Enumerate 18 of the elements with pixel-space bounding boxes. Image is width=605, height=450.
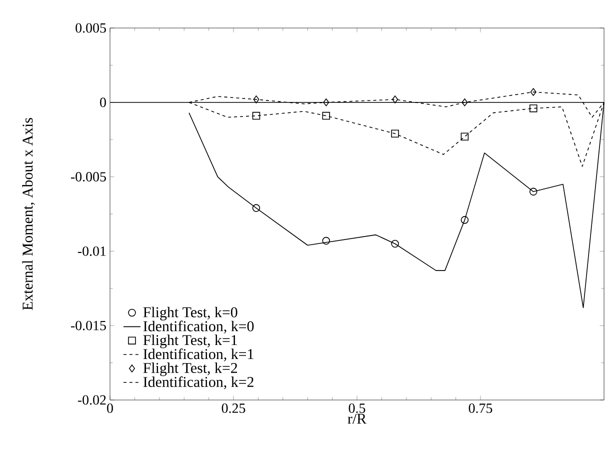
legend-label: Flight Test, k=0 (143, 306, 238, 320)
x-tick-label: 0 (107, 404, 113, 413)
y-tick-label: -0.01 (78, 246, 106, 256)
legend-label: Identification, k=0 (143, 320, 254, 334)
x-tick-label: 0.75 (468, 404, 492, 413)
y-axis-title: External Moment, About x Axis (22, 118, 35, 310)
y-tick-label: -0.02 (78, 395, 106, 405)
y-tick-label: 0 (100, 98, 106, 108)
x-axis-title: r/R (348, 414, 367, 424)
legend-label: Flight Test, k=2 (143, 362, 238, 376)
y-tick-label: -0.005 (70, 172, 106, 182)
x-tick-label: 0.5 (348, 404, 366, 413)
legend-label: Identification, k=2 (143, 376, 254, 390)
y-tick-label: 0.005 (76, 23, 106, 33)
legend-label: Identification, k=1 (143, 348, 254, 362)
y-tick-label: -0.015 (70, 320, 106, 330)
legend-label: Flight Test, k=1 (143, 334, 237, 348)
x-tick-label: 0.25 (222, 404, 246, 413)
